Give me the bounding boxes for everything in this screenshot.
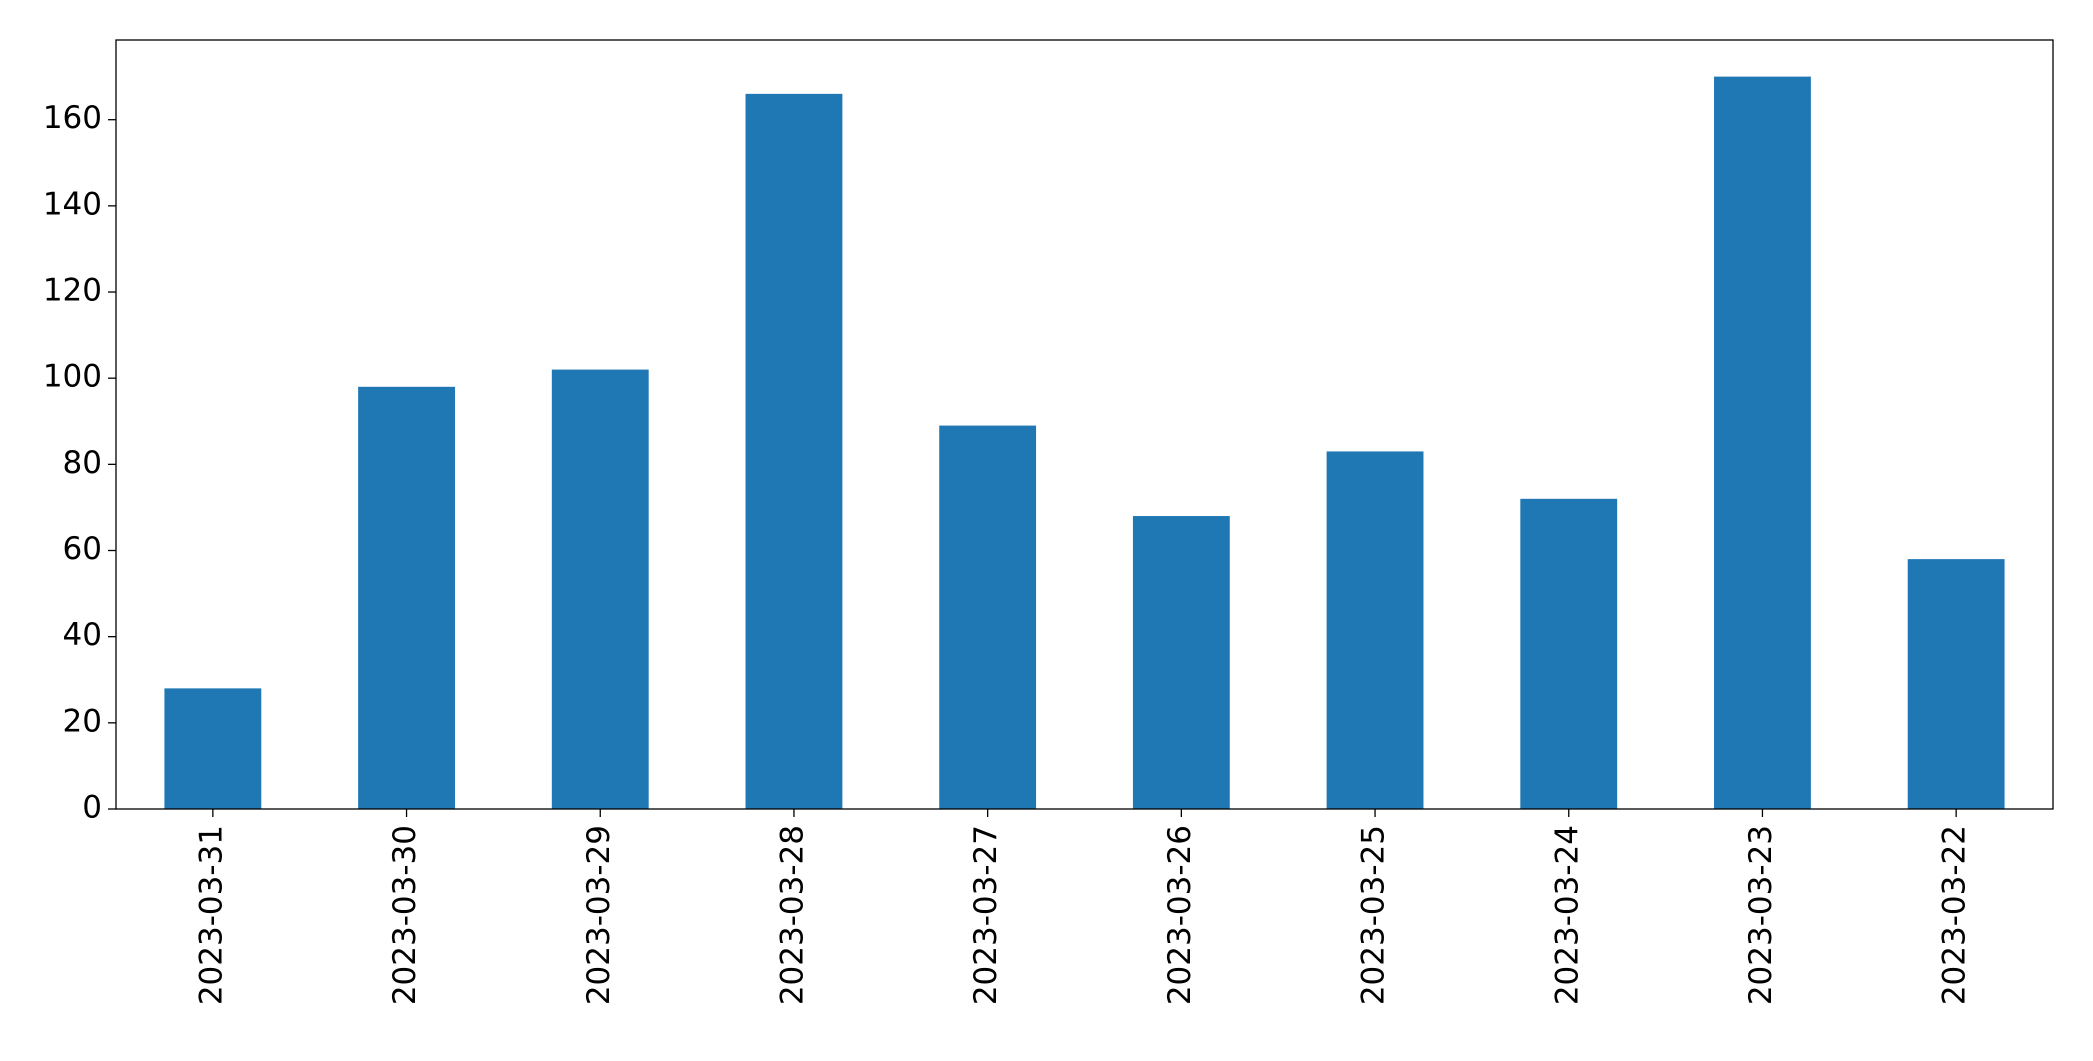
x-tick-label: 2023-03-27 xyxy=(968,825,1004,1005)
bar xyxy=(164,688,262,809)
y-tick-label: 80 xyxy=(63,445,102,481)
bar xyxy=(1714,76,1811,810)
y-tick-label: 100 xyxy=(43,359,102,395)
plot-frame xyxy=(115,39,2054,810)
x-tick-label: 2023-03-23 xyxy=(1743,825,1779,1005)
bar xyxy=(745,93,843,809)
bar xyxy=(1326,451,1424,809)
bar xyxy=(1907,559,2005,809)
y-tick-label: 20 xyxy=(63,703,102,739)
y-tick-label: 60 xyxy=(63,531,102,567)
x-tick-label: 2023-03-22 xyxy=(1937,825,1973,1005)
x-tick-label: 2023-03-30 xyxy=(387,825,423,1005)
x-tick-label: 2023-03-28 xyxy=(774,825,810,1005)
bar xyxy=(1132,516,1230,809)
bar xyxy=(551,369,649,809)
x-tick-label: 2023-03-26 xyxy=(1162,825,1198,1005)
y-tick-label: 140 xyxy=(43,186,102,222)
x-tick-label: 2023-03-25 xyxy=(1356,825,1392,1005)
y-tick-label: 0 xyxy=(82,790,102,826)
y-tick-label: 40 xyxy=(63,617,102,653)
bar xyxy=(358,386,455,809)
x-tick-label: 2023-03-24 xyxy=(1549,825,1585,1005)
y-tick-label: 120 xyxy=(43,273,102,309)
x-tick-label: 2023-03-29 xyxy=(581,825,617,1005)
x-tick-label: 2023-03-31 xyxy=(193,825,229,1005)
bar xyxy=(939,425,1037,809)
bar xyxy=(1520,498,1618,809)
y-tick-label: 160 xyxy=(43,100,102,136)
